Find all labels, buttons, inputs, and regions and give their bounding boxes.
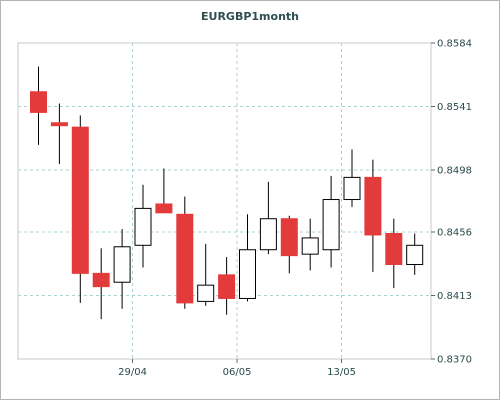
y-tick-label: 0.8584 <box>437 39 472 50</box>
y-tick-label: 0.8370 <box>437 355 472 366</box>
bearish-candle <box>280 218 298 257</box>
bearish-candle <box>30 91 47 113</box>
bearish-candle <box>155 203 173 214</box>
bullish-candle <box>239 249 256 299</box>
chart-title: EURGBP1month <box>201 10 299 23</box>
bearish-candle <box>92 272 110 288</box>
bullish-candle <box>197 284 215 302</box>
y-tick-label: 0.8413 <box>437 291 472 302</box>
y-tick-label: 0.8498 <box>437 165 472 176</box>
bearish-candle <box>50 122 68 127</box>
x-tick-label: 29/04 <box>118 367 147 378</box>
bullish-candle <box>134 207 152 246</box>
bearish-candle <box>71 126 89 274</box>
bearish-candle <box>176 213 194 304</box>
candles <box>30 66 424 320</box>
y-tick-label: 0.8456 <box>437 228 472 239</box>
bearish-candle <box>385 232 403 265</box>
bearish-candle <box>218 274 236 299</box>
bearish-candle <box>364 176 382 236</box>
bullish-candle <box>301 237 319 255</box>
bullish-candle <box>113 246 131 283</box>
bullish-candle <box>322 199 340 251</box>
x-tick-label: 13/05 <box>327 367 356 378</box>
axes: 0.8584 0.8541 0.8498 0.8456 0.8413 0.8370 29/0… <box>118 39 472 379</box>
bullish-candle <box>406 244 424 265</box>
y-tick-label: 0.8541 <box>437 102 472 113</box>
bullish-candle <box>343 176 361 201</box>
x-tick-label: 06/05 <box>223 367 252 378</box>
bullish-candle <box>259 218 277 251</box>
